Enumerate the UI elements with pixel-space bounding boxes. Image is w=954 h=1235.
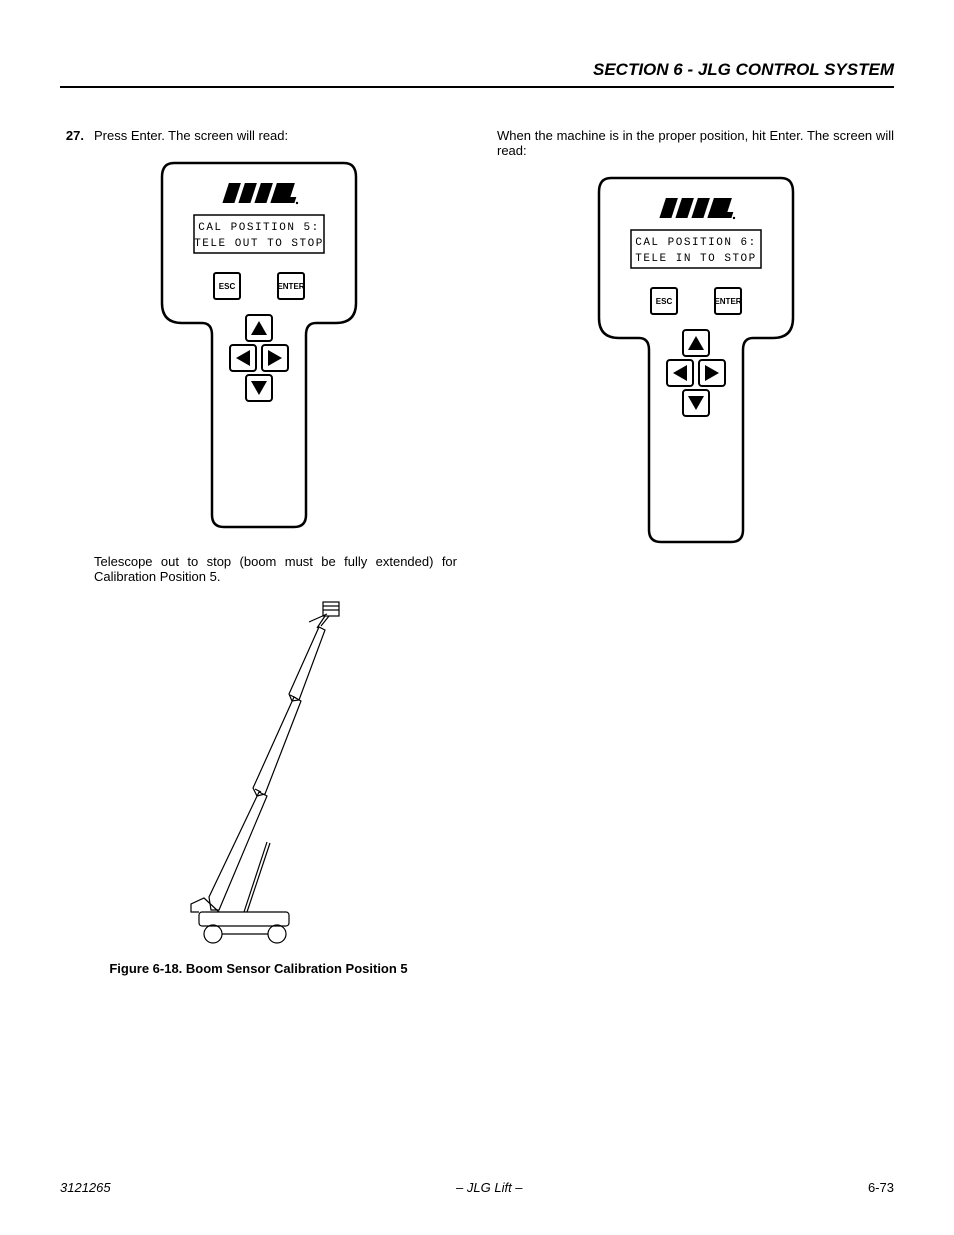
right-column: When the machine is in the proper positi… bbox=[497, 128, 894, 976]
analyzer-device: CAL POSITION 6: TELE IN TO STOP ESC ENTE… bbox=[591, 170, 801, 550]
analyzer-device: CAL POSITION 5: TELE OUT TO STOP ESC ENT… bbox=[154, 155, 364, 535]
analyzer-svg: CAL POSITION 5: TELE OUT TO STOP ESC ENT… bbox=[154, 155, 364, 535]
arrow-down-icon bbox=[251, 381, 267, 395]
footer-doc-number: 3121265 bbox=[60, 1180, 111, 1195]
page-footer: 3121265 – JLG Lift – 6-73 bbox=[60, 1180, 894, 1195]
arrow-left-icon bbox=[673, 365, 687, 381]
analyzer-outline bbox=[599, 178, 793, 542]
content-columns: 27. Press Enter. The screen will read: bbox=[60, 128, 894, 976]
boom-sections bbox=[209, 627, 325, 910]
boom-chassis bbox=[199, 912, 289, 926]
esc-label: ESC bbox=[655, 297, 672, 306]
analyzer-figure-right: CAL POSITION 6: TELE IN TO STOP ESC ENTE… bbox=[497, 170, 894, 553]
boom-wheel bbox=[268, 925, 286, 943]
step-after-text: Telescope out to stop (boom must be full… bbox=[94, 554, 457, 584]
analyzer-outline bbox=[162, 163, 356, 527]
jlg-logo bbox=[222, 183, 300, 204]
screen-line2: TELE OUT TO STOP bbox=[194, 238, 324, 250]
step-text: Press Enter. The screen will read: bbox=[94, 128, 457, 143]
arrow-pad bbox=[667, 330, 725, 416]
arrow-down-icon bbox=[688, 396, 704, 410]
arrow-right-icon bbox=[268, 350, 282, 366]
arrow-right-icon bbox=[705, 365, 719, 381]
right-intro-text: When the machine is in the proper positi… bbox=[497, 128, 894, 158]
enter-label: ENTER bbox=[714, 297, 741, 306]
section-header: SECTION 6 - JLG CONTROL SYSTEM bbox=[60, 60, 894, 88]
left-column: 27. Press Enter. The screen will read: bbox=[60, 128, 457, 976]
analyzer-figure-left: CAL POSITION 5: TELE OUT TO STOP ESC ENT… bbox=[60, 155, 457, 538]
arrow-left-icon bbox=[236, 350, 250, 366]
boom-diagram-wrap bbox=[60, 592, 457, 955]
step-row: 27. Press Enter. The screen will read: bbox=[60, 128, 457, 143]
footer-title: – JLG Lift – bbox=[456, 1180, 522, 1195]
jlg-logo bbox=[659, 198, 737, 219]
arrow-up-icon bbox=[688, 336, 704, 350]
boom-cylinder bbox=[244, 842, 267, 912]
boom-wheel bbox=[204, 925, 222, 943]
screen-line2: TELE IN TO STOP bbox=[635, 253, 757, 265]
screen-line1: CAL POSITION 6: bbox=[635, 237, 757, 249]
figure-caption: Figure 6-18. Boom Sensor Calibration Pos… bbox=[60, 961, 457, 976]
enter-label: ENTER bbox=[277, 282, 304, 291]
arrow-up-icon bbox=[251, 321, 267, 335]
footer-page-number: 6-73 bbox=[868, 1180, 894, 1195]
screen-line1: CAL POSITION 5: bbox=[198, 222, 320, 234]
esc-label: ESC bbox=[218, 282, 235, 291]
arrow-pad bbox=[230, 315, 288, 401]
boom-platform bbox=[309, 602, 339, 628]
step-number: 27. bbox=[60, 128, 84, 143]
analyzer-svg: CAL POSITION 6: TELE IN TO STOP ESC ENTE… bbox=[591, 170, 801, 550]
boom-diagram bbox=[149, 592, 369, 952]
